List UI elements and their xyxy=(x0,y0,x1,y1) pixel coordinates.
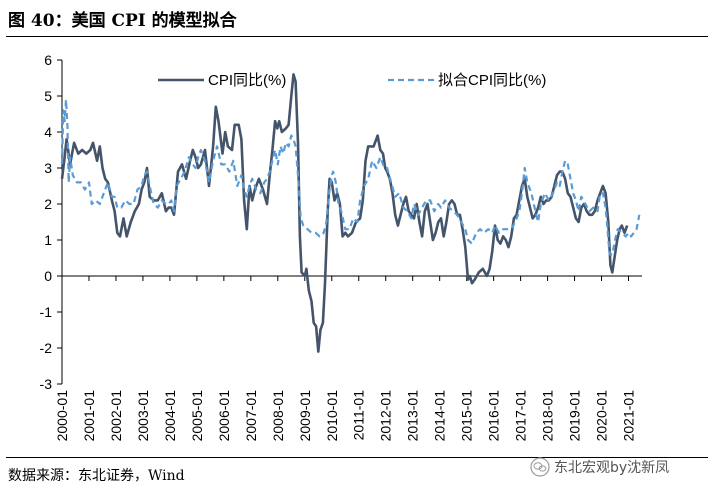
wechat-icon xyxy=(530,457,550,477)
y-tick-label: -3 xyxy=(40,376,53,392)
legend-label: CPI同比(%) xyxy=(208,72,286,89)
x-tick-label: 2001-01 xyxy=(81,390,97,442)
x-tick-label: 2015-01 xyxy=(459,390,475,442)
y-tick-label: 1 xyxy=(44,232,52,248)
x-tick-label: 2008-01 xyxy=(270,390,286,442)
x-tick-label: 2021-01 xyxy=(621,390,637,442)
y-tick-label: 3 xyxy=(44,160,52,176)
figure-title: 图 40：美国 CPI 的模型拟合 xyxy=(8,11,237,31)
x-tick-label: 2005-01 xyxy=(189,390,205,442)
y-tick-label: 4 xyxy=(44,124,52,140)
x-tick-label: 2020-01 xyxy=(594,390,610,442)
x-tick-label: 2004-01 xyxy=(162,390,178,442)
y-tick-label: -2 xyxy=(40,340,53,356)
source-divider xyxy=(6,457,708,458)
x-tick-label: 2003-01 xyxy=(135,390,151,442)
x-tick-label: 2009-01 xyxy=(297,390,313,442)
title-divider xyxy=(6,36,708,37)
axes: -3 -2 -1 0 1 2 3 4 5 6 2000-01 2001-01 2002-01 2003-0… xyxy=(40,52,642,441)
x-tick-label: 2014-01 xyxy=(432,390,448,442)
x-tick-label: 2017-01 xyxy=(513,390,529,442)
y-tick-label: 5 xyxy=(44,88,52,104)
x-tick-label: 2013-01 xyxy=(405,390,421,442)
y-tick-label: 0 xyxy=(44,268,52,284)
series-lines xyxy=(60,73,641,353)
x-tick-label: 2010-01 xyxy=(324,390,340,442)
cpi-line-chart: -3 -2 -1 0 1 2 3 4 5 6 2000-01 2001-01 2002-01 2003-0… xyxy=(40,52,642,441)
x-tick-label: 2002-01 xyxy=(108,390,124,442)
x-tick-label: 2012-01 xyxy=(378,390,394,442)
series-line-fitted-cpi xyxy=(60,98,641,256)
y-tick-label: 6 xyxy=(44,52,52,68)
y-tick-label: 2 xyxy=(44,196,52,212)
x-tick-label: 2019-01 xyxy=(567,390,583,442)
watermark: 东北宏观by沈新凤 xyxy=(530,455,669,479)
x-tick-label: 2006-01 xyxy=(216,390,232,442)
x-tick-label: 2007-01 xyxy=(243,390,259,442)
source-note: 数据来源：东北证券，Wind xyxy=(8,468,185,484)
series-line-cpi xyxy=(60,73,629,353)
x-tick-label: 2018-01 xyxy=(540,390,556,442)
watermark-text: 东北宏观by沈新凤 xyxy=(554,460,670,476)
legend-label: 拟合CPI同比(%) xyxy=(438,72,546,89)
x-tick-label: 2000-01 xyxy=(54,390,70,442)
x-tick-label: 2016-01 xyxy=(486,390,502,442)
legend: CPI同比(%) 拟合CPI同比(%) xyxy=(158,72,546,89)
y-tick-label: -1 xyxy=(40,304,53,320)
x-tick-label: 2011-01 xyxy=(351,390,367,441)
